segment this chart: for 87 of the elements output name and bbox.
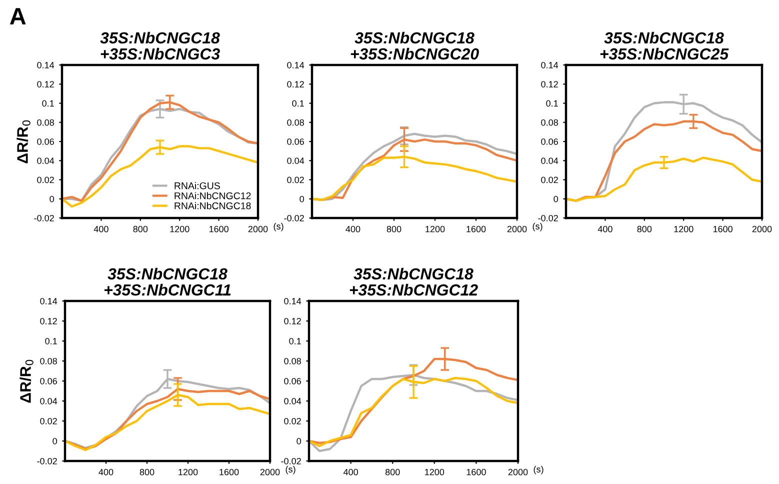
x-tick-label: 800	[140, 468, 154, 476]
line-series	[566, 156, 762, 202]
y-tick-label: 0.04	[284, 398, 302, 404]
y-tick-label: 0.1	[292, 100, 304, 107]
x-tick-label: 800	[385, 468, 400, 476]
y-tick-label: 0.1	[42, 100, 54, 107]
y-tick-label: 0.06	[541, 138, 558, 145]
y-tick-label: 0.02	[541, 176, 558, 184]
x-tick-label: 1600	[209, 226, 228, 232]
y-tick-label: 0.04	[40, 398, 58, 404]
x-tick-label: 1600	[713, 226, 732, 232]
y-tick-label: 0	[554, 196, 558, 202]
y-tick-label: 0.12	[37, 81, 54, 88]
y-tick-label: 0.14	[287, 62, 304, 68]
y-tick-label: 0	[296, 438, 302, 444]
y-tick-label: 0.14	[40, 298, 58, 304]
x-axis-title: (s)	[534, 466, 544, 474]
y-tick-label: -0.02	[538, 214, 558, 222]
y-axis-title: ΔR/R$_{0}$	[16, 120, 30, 164]
y-tick-label: -0.02	[284, 214, 304, 222]
y-tick-label: 0.06	[40, 378, 57, 384]
chart-title: 35S:NbCNGC18 +35S:NbCNGC20	[350, 32, 479, 60]
x-tick-label: 1200	[425, 468, 444, 476]
y-tick-label: 0.08	[287, 119, 304, 126]
x-axis-title: (s)	[532, 222, 542, 232]
y-tick-label: -0.02	[37, 458, 57, 464]
y-tick-label: 0.02	[284, 418, 301, 424]
x-tick-label: 1200	[178, 468, 198, 476]
x-tick-label: 1600	[466, 468, 486, 476]
y-tick-label: 0.04	[541, 158, 558, 164]
x-tick-label: 800	[637, 226, 652, 232]
y-tick-label: 0.06	[284, 378, 301, 384]
x-tick-label: 800	[133, 226, 148, 232]
y-tick-label: 0.12	[40, 318, 57, 324]
x-tick-label: 2000	[507, 226, 527, 232]
y-tick-label: 0.08	[37, 119, 54, 126]
x-tick-label: 1200	[426, 226, 445, 232]
y-tick-label: 0	[52, 438, 58, 444]
y-tick-label: 0.1	[289, 338, 301, 344]
legend-label: RNAi:NbCNGC18	[174, 202, 251, 210]
x-tick-label: 400	[94, 226, 108, 232]
x-tick-label: 1200	[674, 226, 694, 232]
chart-title: 35S:NbCNGC18 +35S:NbCNGC11	[104, 268, 231, 296]
y-tick-label: 0.14	[541, 62, 558, 68]
y-tick-label: 0.02	[37, 176, 54, 184]
x-tick-label: 2000	[260, 468, 280, 476]
y-tick-label: 0.02	[287, 176, 304, 184]
y-tick-label: 0.06	[37, 138, 54, 145]
x-tick-label: 1600	[466, 226, 486, 232]
y-tick-label: 0.02	[40, 418, 57, 424]
y-tick-label: 0.08	[541, 119, 558, 126]
x-tick-label: 2000	[508, 468, 528, 476]
x-tick-label: 1200	[170, 226, 190, 232]
chart-title: 35S:NbCNGC18 +35S:NbCNGC12	[350, 268, 478, 296]
line-series	[62, 145, 258, 208]
y-tick-label: 0	[300, 196, 304, 202]
y-tick-label: 0.12	[541, 81, 558, 88]
y-tick-label: 0.04	[287, 158, 304, 164]
y-axis-title: ΔR/R$_{0}$	[20, 360, 34, 403]
x-tick-label: 400	[343, 468, 358, 476]
y-tick-label: 0.14	[284, 298, 302, 304]
y-tick-label: 0.12	[287, 81, 304, 88]
x-tick-label: 400	[98, 468, 114, 476]
x-axis-title: (s)	[274, 222, 284, 232]
x-axis-title: (s)	[286, 466, 296, 474]
x-tick-label: 400	[598, 226, 612, 232]
x-tick-label: 2000	[752, 226, 772, 232]
x-tick-label: 400	[346, 226, 360, 232]
y-tick-label: 0.08	[284, 358, 301, 364]
y-tick-label: 0.06	[287, 138, 304, 145]
y-tick-label: 0.08	[40, 358, 57, 364]
text: A	[10, 8, 26, 24]
y-tick-label: 0.1	[45, 338, 57, 344]
chart-title: 35S:NbCNGC18 +35S:NbCNGC3	[100, 32, 220, 60]
y-tick-label: -0.02	[34, 214, 54, 222]
x-tick-label: 800	[386, 226, 402, 232]
y-tick-label: 0.12	[284, 318, 301, 324]
x-tick-label: 2000	[248, 226, 268, 232]
y-tick-label: 0.04	[37, 158, 54, 164]
legend-label: RNAi:NbCNGC12	[174, 192, 251, 200]
y-tick-label: 0.1	[546, 100, 558, 107]
chart-title: 35S:NbCNGC18 +35S:NbCNGC25	[600, 32, 729, 60]
legend-label: RNAi:GUS	[174, 182, 220, 190]
x-tick-label: 1600	[220, 468, 239, 476]
y-tick-label: 0	[50, 196, 54, 202]
y-tick-label: 0.14	[37, 62, 54, 68]
y-tick-label: -0.02	[281, 458, 301, 464]
